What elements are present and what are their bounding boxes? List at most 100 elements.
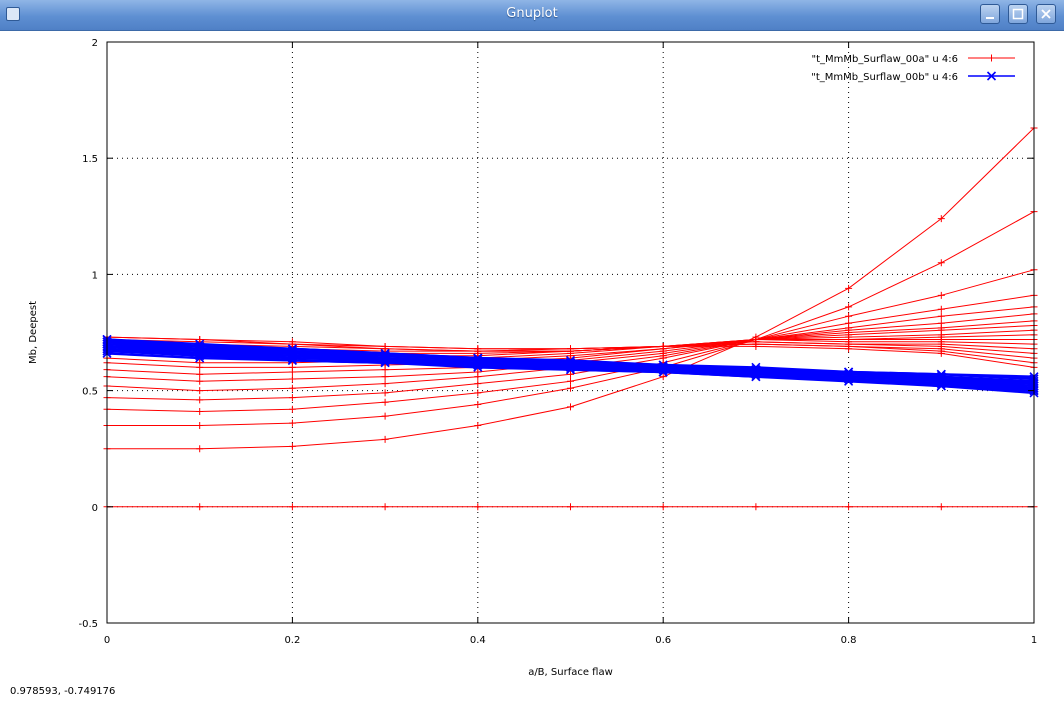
data-point (380, 348, 390, 358)
data-point (381, 435, 389, 443)
x-tick-label: 0.2 (284, 635, 300, 646)
data-point (381, 389, 389, 397)
data-point (567, 403, 574, 411)
data-point (845, 345, 853, 353)
data-point (936, 369, 946, 379)
data-point (473, 353, 483, 363)
data-point (567, 370, 574, 378)
maximize-icon (1012, 8, 1024, 20)
data-point (845, 312, 853, 320)
data-point (381, 373, 389, 381)
plot-frame (106, 41, 1035, 624)
x-tick-label: 0 (104, 635, 110, 646)
data-point (381, 380, 389, 388)
data-point (196, 387, 204, 395)
data-point (752, 342, 760, 350)
data-point (381, 398, 389, 406)
data-point (196, 421, 204, 429)
maximize-button[interactable] (1008, 4, 1028, 24)
app-icon[interactable] (6, 7, 20, 21)
plot-series (102, 124, 1039, 511)
y-tick-label: 1.5 (82, 154, 98, 165)
data-point (845, 303, 853, 311)
data-point (288, 503, 296, 511)
data-point (381, 412, 389, 420)
data-point (567, 503, 574, 511)
data-point (288, 419, 296, 427)
y-tick-label: 2 (92, 38, 98, 49)
data-point (752, 503, 760, 511)
data-point (937, 349, 945, 357)
plot-canvas[interactable]: -0.5 0 0.5 1 1.5 2 0 0.2 0.4 0.6 0.8 1 a/B, Surface… (0, 31, 1064, 686)
legend-marker (986, 71, 997, 81)
data-point (937, 259, 945, 267)
y-tick-label: -0.5 (78, 619, 98, 630)
data-point (474, 401, 482, 409)
minimize-button[interactable] (980, 4, 1000, 24)
x-tick-label: 1 (1031, 635, 1037, 646)
legend-marker (988, 54, 995, 62)
data-point (659, 503, 667, 511)
data-point (474, 421, 482, 429)
data-point (288, 394, 296, 402)
data-point (937, 291, 945, 299)
x-tick-label: 0.4 (470, 635, 486, 646)
close-icon (1041, 9, 1051, 19)
data-point (288, 338, 296, 346)
data-point (937, 312, 945, 320)
data-point (567, 384, 574, 392)
x-tick-label: 0.8 (841, 635, 857, 646)
data-point (288, 442, 296, 450)
data-point (288, 375, 296, 383)
y-tick-label: 1 (92, 270, 98, 281)
data-point (659, 373, 667, 381)
data-point (659, 342, 667, 350)
data-point (196, 396, 204, 404)
y-axis-label: Mb, Deepest (28, 301, 39, 364)
data-point (196, 445, 204, 453)
data-point (474, 380, 482, 388)
legend-label: "t_MmMb_Surflaw_00b" u 4:6 (811, 72, 958, 83)
y-tick-label: 0 (92, 503, 98, 514)
data-point (474, 345, 482, 353)
tick-marks (106, 41, 1035, 624)
data-point (381, 503, 389, 511)
data-point (196, 408, 204, 416)
data-point (937, 305, 945, 313)
data-point (567, 345, 574, 353)
window-titlebar: Gnuplot (0, 0, 1064, 31)
data-point (474, 503, 482, 511)
series-line (107, 127, 1035, 450)
series-1 (103, 124, 1038, 511)
data-point (567, 377, 574, 385)
legend-label: "t_MmMb_Surflaw_00a" u 4:6 (811, 54, 958, 65)
y-tick-label: 0.5 (82, 387, 98, 398)
data-point (565, 355, 576, 365)
legend: "t_MmMb_Surflaw_00a" u 4:6 "t_MmMb_Surfla… (811, 54, 1015, 83)
data-point (658, 360, 668, 370)
close-button[interactable] (1036, 4, 1056, 24)
series-line (107, 211, 1035, 426)
data-point (288, 384, 296, 392)
data-point (196, 377, 204, 385)
data-point (474, 389, 482, 397)
x-tick-label: 0.6 (655, 635, 671, 646)
data-point (751, 362, 761, 372)
data-point (287, 344, 297, 354)
data-point (937, 503, 945, 511)
data-point (288, 405, 296, 413)
data-point (844, 367, 854, 377)
data-point (196, 370, 204, 378)
coordinate-readout: 0.978593, -0.749176 (10, 686, 116, 697)
data-point (937, 215, 945, 223)
data-point (196, 335, 204, 343)
data-point (196, 503, 204, 511)
tick-labels: -0.5 0 0.5 1 1.5 2 0 0.2 0.4 0.6 0.8 1 (78, 38, 1037, 646)
x-axis-label: a/B, Surface flaw (528, 667, 613, 678)
data-point (845, 503, 853, 511)
window-title: Gnuplot (506, 6, 558, 21)
data-point (195, 339, 205, 349)
data-point (845, 284, 853, 292)
minimize-icon (986, 17, 994, 19)
data-point (381, 342, 389, 350)
